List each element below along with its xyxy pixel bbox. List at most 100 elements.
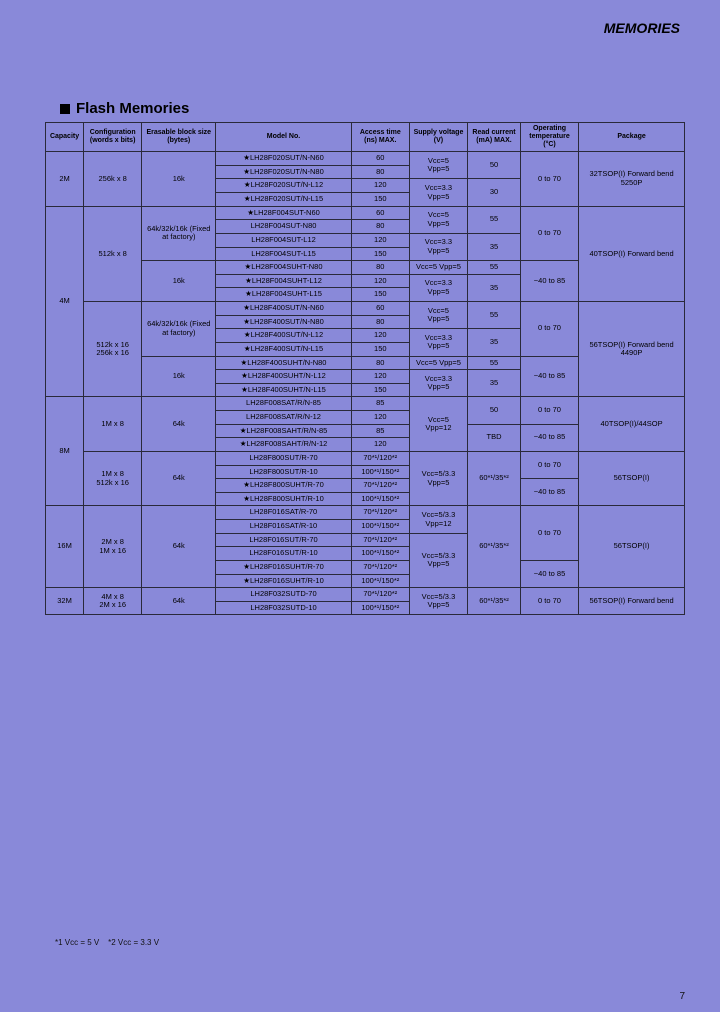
- cell-model: ★LH28F400SUT/N-N80: [216, 315, 351, 329]
- cell-supply: Vcc=3.3Vpp=5: [409, 233, 467, 260]
- cell-model: ★LH28F400SUT/N-L12: [216, 329, 351, 343]
- table-row: 4M 512k x 8 64k/32k/16k (Fixed at factor…: [46, 206, 685, 220]
- cell-supply: Vcc=3.3Vpp=5: [409, 370, 467, 397]
- cell-package: 56TSOP(I): [579, 451, 685, 506]
- cell-supply: Vcc=5Vpp=5: [409, 206, 467, 233]
- th-temp: Operating temperature (°C): [520, 123, 578, 152]
- cell-conf: 512k x 16256k x 16: [84, 302, 142, 397]
- th-package: Package: [579, 123, 685, 152]
- cell-access: 70*¹/120*²: [351, 533, 409, 547]
- cell-access: 150: [351, 342, 409, 356]
- cell-supply: Vcc=5 Vpp=5: [409, 261, 467, 275]
- cell-model: LH28F004SUT-L12: [216, 233, 351, 247]
- cell-model: LH28F004SUT-N80: [216, 220, 351, 234]
- cell-model: ★LH28F020SUT/N-L12: [216, 179, 351, 193]
- header-right: MEMORIES: [604, 20, 680, 36]
- cell-model: LH28F008SAT/R/N-85: [216, 397, 351, 411]
- table-header-row: Capacity Configuration (words x bits) Er…: [46, 123, 685, 152]
- cell-conf: 1M x 8512k x 16: [84, 451, 142, 506]
- cell-temp: −40 to 85: [520, 560, 578, 587]
- cell-read: 50: [468, 152, 521, 179]
- cell-read: 30: [468, 179, 521, 206]
- cell-access: 100*¹/150*²: [351, 492, 409, 506]
- cell-access: 150: [351, 247, 409, 261]
- cell-model: LH28F016SAT/R-10: [216, 520, 351, 534]
- cell-access: 70*¹/120*²: [351, 560, 409, 574]
- cell-block: 64k: [142, 397, 216, 452]
- cell-model: ★LH28F020SUT/N-N80: [216, 165, 351, 179]
- cell-model: LH28F004SUT-L15: [216, 247, 351, 261]
- th-capacity: Capacity: [46, 123, 84, 152]
- cell-access: 100*¹/150*²: [351, 465, 409, 479]
- cell-read: 35: [468, 329, 521, 356]
- th-supply: Supply voltage (V): [409, 123, 467, 152]
- cell-model: LH28F800SUT/R-70: [216, 451, 351, 465]
- cell-temp: −40 to 85: [520, 356, 578, 397]
- table-row: 1M x 8512k x 16 64k LH28F800SUT/R-70 70*…: [46, 451, 685, 465]
- cell-temp: 0 to 70: [520, 451, 578, 478]
- cell-block: 64k/32k/16k (Fixed at factory): [142, 206, 216, 261]
- cell-access: 100*¹/150*²: [351, 547, 409, 561]
- cell-read: 60*¹/35*²: [468, 451, 521, 506]
- cell-model: ★LH28F004SUHT-L15: [216, 288, 351, 302]
- cell-model: ★LH28F020SUT/N-N60: [216, 152, 351, 166]
- cell-read: 60*¹/35*²: [468, 506, 521, 588]
- cell-model: ★LH28F004SUT-N60: [216, 206, 351, 220]
- cell-conf: 512k x 8: [84, 206, 142, 301]
- cell-temp: −40 to 85: [520, 479, 578, 506]
- cell-access: 80: [351, 261, 409, 275]
- cell-access: 80: [351, 315, 409, 329]
- cell-package: 56TSOP(I) Forward bend 4490P: [579, 302, 685, 397]
- cell-access: 120: [351, 329, 409, 343]
- cell-read: 55: [468, 206, 521, 233]
- cell-supply: Vcc=5Vpp=5: [409, 302, 467, 329]
- table-row: 16M 2M x 81M x 16 64k LH28F016SAT/R-70 7…: [46, 506, 685, 520]
- cell-temp: 0 to 70: [520, 397, 578, 424]
- cell-access: 60: [351, 152, 409, 166]
- cell-block: 16k: [142, 152, 216, 207]
- cell-supply: Vcc=5/3.3Vpp=5: [409, 451, 467, 506]
- cell-temp: −40 to 85: [520, 261, 578, 302]
- cell-temp: 0 to 70: [520, 302, 578, 357]
- cell-block: 16k: [142, 261, 216, 302]
- cell-model: ★LH28F400SUT/N-N60: [216, 302, 351, 316]
- cell-capacity: 2M: [46, 152, 84, 207]
- cell-access: 120: [351, 233, 409, 247]
- cell-model: LH28F032SUTD-70: [216, 588, 351, 602]
- cell-access: 80: [351, 220, 409, 234]
- cell-supply: Vcc=5/3.3Vpp=12: [409, 506, 467, 533]
- cell-capacity: 8M: [46, 397, 84, 506]
- cell-temp: 0 to 70: [520, 506, 578, 561]
- cell-access: 85: [351, 424, 409, 438]
- cell-read: TBD: [468, 424, 521, 451]
- cell-conf: 2M x 81M x 16: [84, 506, 142, 588]
- cell-model: ★LH28F800SUHT/R-70: [216, 479, 351, 493]
- cell-model: ★LH28F400SUHT/N-L12: [216, 370, 351, 384]
- th-block: Erasable block size (bytes): [142, 123, 216, 152]
- cell-read: 50: [468, 397, 521, 424]
- cell-model: ★LH28F004SUHT-L12: [216, 274, 351, 288]
- cell-capacity: 4M: [46, 206, 84, 397]
- cell-read: 35: [468, 370, 521, 397]
- cell-supply: Vcc=5/3.3Vpp=5: [409, 588, 467, 615]
- cell-supply: Vcc=5/3.3Vpp=5: [409, 533, 467, 588]
- cell-model: ★LH28F020SUT/N-L15: [216, 193, 351, 207]
- cell-access: 60: [351, 302, 409, 316]
- footnote-1: *1 Vcc = 5 V *2 Vcc = 3.3 V: [55, 938, 159, 947]
- cell-package: 32TSOP(I) Forward bend 5250P: [579, 152, 685, 207]
- th-model: Model No.: [216, 123, 351, 152]
- cell-model: ★LH28F400SUHT/N-L15: [216, 383, 351, 397]
- cell-supply: Vcc=5 Vpp=5: [409, 356, 467, 370]
- table-row: 512k x 16256k x 16 64k/32k/16k (Fixed at…: [46, 302, 685, 316]
- cell-access: 120: [351, 179, 409, 193]
- cell-access: 70*¹/120*²: [351, 588, 409, 602]
- cell-temp: 0 to 70: [520, 152, 578, 207]
- cell-block: 64k/32k/16k (Fixed at factory): [142, 302, 216, 357]
- th-read: Read current (mA) MAX.: [468, 123, 521, 152]
- cell-model: LH28F016SUT/R-70: [216, 533, 351, 547]
- cell-supply: Vcc=5Vpp=12: [409, 397, 467, 452]
- cell-access: 70*¹/120*²: [351, 479, 409, 493]
- section-title-text: Flash Memories: [76, 100, 189, 117]
- cell-model: LH28F032SUTD-10: [216, 601, 351, 615]
- cell-access: 80: [351, 356, 409, 370]
